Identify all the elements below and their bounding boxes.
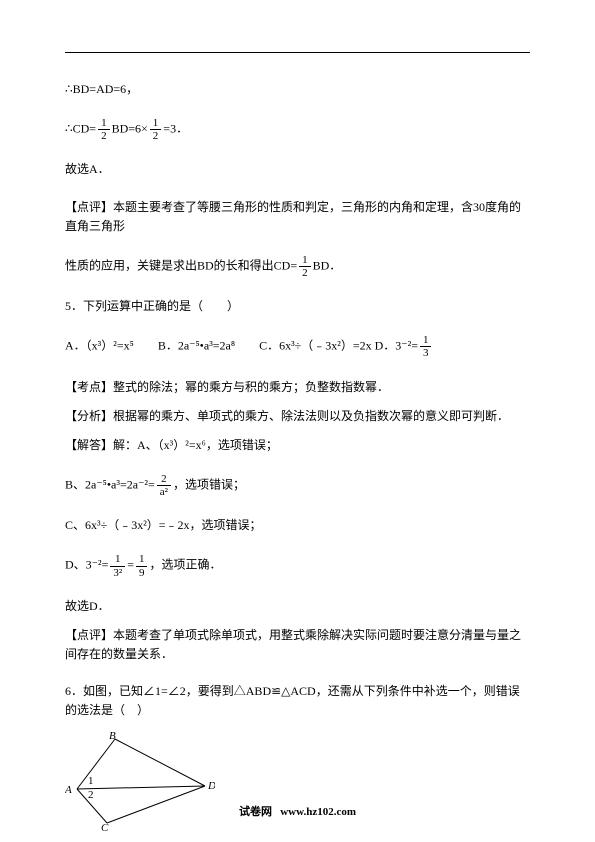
para-jieda-d: D、3⁻²=13²=19，选项正确． <box>65 553 530 578</box>
text: BD． <box>313 258 342 272</box>
svg-text:1: 1 <box>88 775 94 787</box>
fraction-half-1: 12 <box>98 117 110 142</box>
para-key-cd: 性质的应用，关键是求出BD的长和得出CD=12BD． <box>65 254 530 279</box>
footer-site-url: www.hz102.com <box>280 806 356 818</box>
para-kaodian: 【考点】整式的除法；幂的乘方与积的乘方；负整数指数幂． <box>65 378 530 397</box>
para-jieda-c: C、6x³÷（﹣3x²）=﹣2x，选项错误； <box>65 516 530 535</box>
para-cd-equation: ∴CD=12BD=6×12=3． <box>65 117 530 142</box>
text: A．（x³）²=x⁵ B．2a⁻⁵•a³=2a⁸ C．6x³÷（﹣3x²）=2x… <box>65 339 418 353</box>
para-fenxi: 【分析】根据幂的乘方、单项式的乘方、除法法则以及负指数次幂的意义即可判断． <box>65 407 530 426</box>
svg-text:B: B <box>109 731 116 742</box>
fraction-1-9: 19 <box>136 553 148 578</box>
fraction-half-3: 12 <box>299 254 311 279</box>
fraction-1-32: 13² <box>110 553 125 578</box>
footer-site-label: 试卷网 <box>239 806 272 818</box>
para-select-a: 故选A． <box>65 160 530 179</box>
fraction-half-2: 12 <box>150 117 162 142</box>
fraction-1-3: 13 <box>420 334 432 359</box>
para-select-d: 故选D． <box>65 597 530 616</box>
svg-text:2: 2 <box>88 789 94 801</box>
text: D、3⁻²= <box>65 558 108 572</box>
q5-stem: 5．下列运算中正确的是（ ） <box>65 297 530 316</box>
para-bd-ad: ∴BD=AD=6， <box>65 80 530 99</box>
text: B、2a⁻⁵•a³=2a⁻²= <box>65 477 155 491</box>
text: ，选项正确． <box>149 558 221 572</box>
text: 性质的应用，关键是求出BD的长和得出CD= <box>65 258 297 272</box>
page-footer: 试卷网 www.hz102.com <box>0 804 595 822</box>
text: ∴CD= <box>65 122 96 136</box>
top-rule <box>65 52 530 53</box>
svg-text:A: A <box>65 784 72 796</box>
q5-options: A．（x³）²=x⁵ B．2a⁻⁵•a³=2a⁸ C．6x³÷（﹣3x²）=2x… <box>65 334 530 359</box>
svg-text:C: C <box>101 822 109 831</box>
para-comment-2: 【点评】本题考查了单项式除单项式，用整式乘除解决实际问题时要注意分清量与量之间存… <box>65 626 530 664</box>
fraction-2-a2: 2a² <box>157 473 171 498</box>
text: BD=6× <box>112 122 148 136</box>
para-jieda-a: 【解答】解：A、（x³）²=x⁶，选项错误； <box>65 436 530 455</box>
q6-stem: 6．如图，已知∠1=∠2，要得到△ABD≌△ACD，还需从下列条件中补选一个，则… <box>65 682 530 720</box>
text: = <box>127 558 134 572</box>
text: =3． <box>163 122 188 136</box>
text: ，选项错误； <box>173 477 245 491</box>
svg-text:D: D <box>207 780 215 792</box>
para-jieda-b: B、2a⁻⁵•a³=2a⁻²=2a²，选项错误； <box>65 473 530 498</box>
content-area: ∴BD=AD=6， ∴CD=12BD=6×12=3． 故选A． 【点评】本题主要… <box>65 60 530 837</box>
para-comment-1: 【点评】本题主要考查了等腰三角形的性质和判定，三角形的内角和定理，含30度角的直… <box>65 198 530 236</box>
